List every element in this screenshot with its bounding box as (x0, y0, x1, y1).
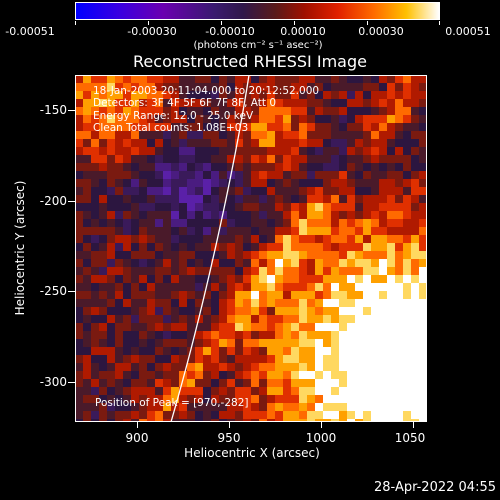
colorbar-tick (294, 21, 295, 25)
x-tick-label: 950 (217, 431, 241, 445)
detectors-text: Detectors: 3F 4F 5F 6F 7F 8F, Att 0 (93, 97, 277, 109)
x-tick-label: 1000 (305, 431, 337, 445)
y-tick-label: -150 (39, 103, 67, 117)
x-axis-title: Heliocentric X (arcsec) (184, 446, 320, 460)
colorbar-tick (221, 21, 222, 25)
y-tick (68, 110, 75, 111)
energy-range-text: Energy Range: 12.0 - 25.0 keV (93, 110, 254, 122)
y-tick-label: -250 (39, 284, 67, 298)
colorbar-units: (photons cm⁻² s⁻¹ asec⁻²) (193, 40, 323, 51)
y-tick (68, 382, 75, 383)
x-tick (137, 422, 138, 428)
y-tick (68, 291, 75, 292)
colorbar-label: -0.00051 (5, 25, 55, 38)
footer-timestamp: 28-Apr-2022 04:55 (374, 480, 496, 495)
colorbar-tick (148, 21, 149, 25)
plot-title: Reconstructed RHESSI Image (133, 52, 367, 71)
colorbar-tick (75, 21, 76, 25)
y-tick-label: -300 (39, 375, 67, 389)
colorbar-tick (439, 21, 440, 25)
colorbar-tick (367, 21, 368, 25)
x-tick (413, 422, 414, 428)
y-tick-label: -200 (39, 194, 67, 208)
x-tick-label: 1050 (394, 431, 426, 445)
x-tick (321, 422, 322, 428)
colorbar-label: 0.00030 (358, 25, 404, 38)
clean-counts-text: Clean Total counts: 1.08E+03 (93, 122, 249, 134)
colorbar-label: -0.00030 (127, 25, 177, 38)
heatmap (75, 75, 427, 422)
colorbar (75, 2, 440, 20)
time-range-text: 18-Jan-2003 20:11:04.000 to 20:12:52.000 (93, 85, 320, 97)
rhessi-image (75, 75, 427, 422)
colorbar-label: 0.00010 (280, 25, 326, 38)
x-tick-label: 900 (125, 431, 149, 445)
peak-position-text: Position of Peak = [970,-282] (95, 397, 249, 409)
colorbar-label: -0.00010 (205, 25, 255, 38)
solar-limb-line (170, 75, 250, 422)
y-axis-title: Heliocentric Y (arcsec) (13, 180, 27, 316)
x-tick (229, 422, 230, 428)
y-tick (68, 201, 75, 202)
colorbar-label: 0.00051 (445, 25, 491, 38)
